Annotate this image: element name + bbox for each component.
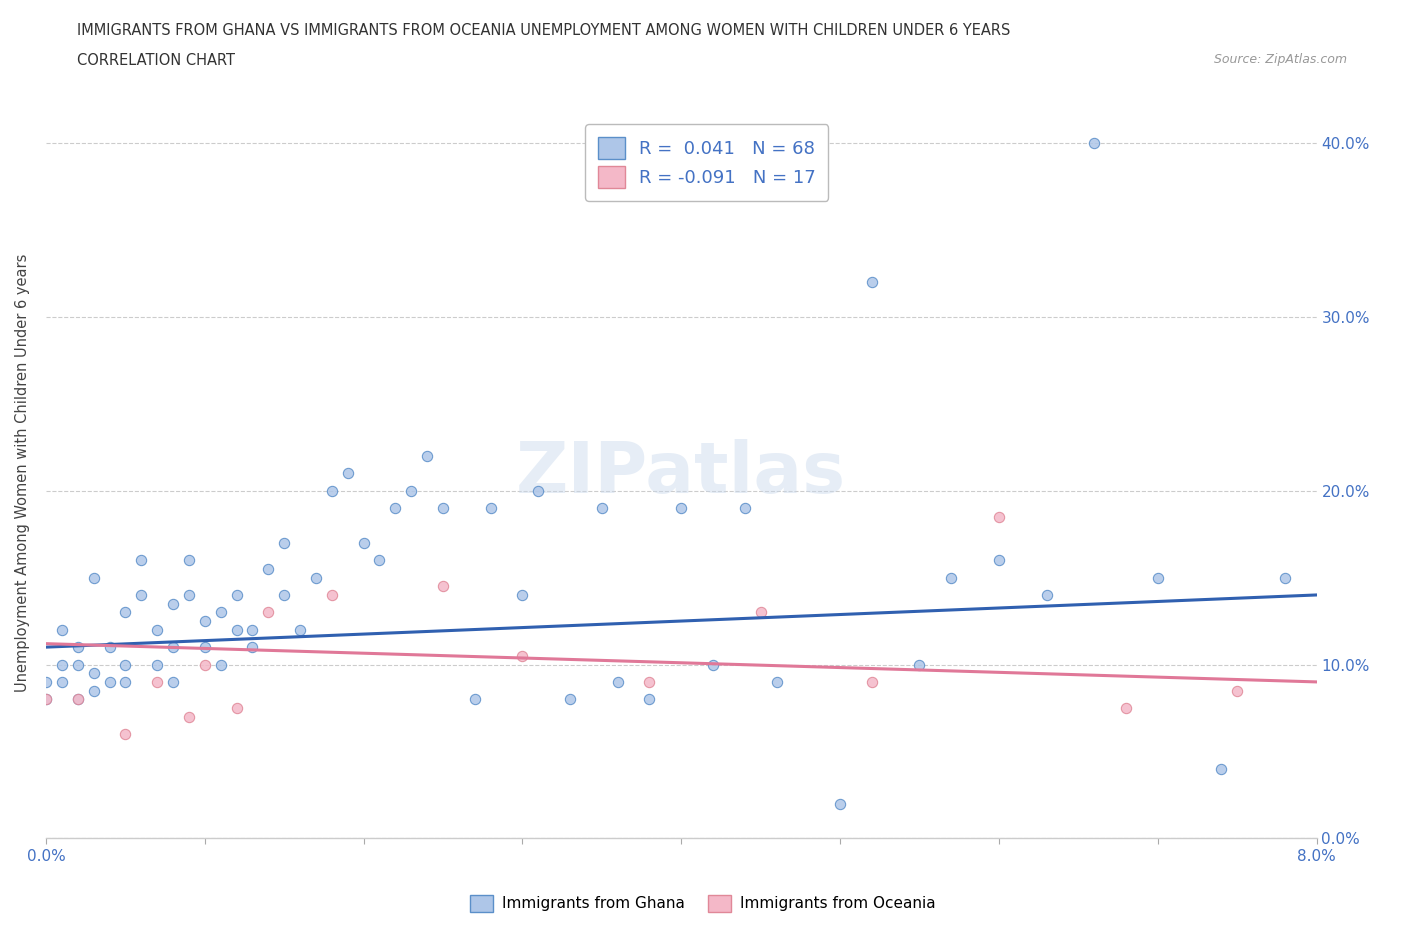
Point (209, 604, 232, 619)
Text: CORRELATION CHART: CORRELATION CHART (77, 53, 235, 68)
Point (98, 674, 121, 689)
Point (671, 500, 693, 515)
Legend: R =  0.041   N = 68, R = -0.091   N = 17: R = 0.041 N = 68, R = -0.091 N = 17 (585, 125, 828, 201)
Point (242, 640, 264, 655)
Point (336, 466, 359, 481)
Point (860, 674, 883, 689)
Point (114, 604, 136, 619)
Point (83, 684, 105, 698)
Point (114, 726, 136, 741)
Point (146, 674, 169, 689)
Point (1211, 762, 1233, 777)
Point (479, 500, 502, 515)
Point (1146, 570, 1168, 585)
Point (51, 622, 73, 637)
Point (98, 640, 121, 655)
Point (941, 570, 963, 585)
Point (273, 536, 295, 551)
Point (177, 710, 200, 724)
Point (987, 552, 1010, 567)
Text: Source: ZipAtlas.com: Source: ZipAtlas.com (1213, 53, 1347, 66)
Point (512, 648, 534, 663)
Point (194, 614, 217, 629)
Point (702, 658, 724, 672)
Point (257, 604, 280, 619)
Point (209, 658, 232, 672)
Point (416, 448, 439, 463)
Point (83, 666, 105, 681)
Point (321, 588, 343, 603)
Point (51, 658, 73, 672)
Point (432, 500, 454, 515)
Point (527, 484, 550, 498)
Point (146, 622, 169, 637)
Point (828, 796, 851, 811)
Point (146, 658, 169, 672)
Text: IMMIGRANTS FROM GHANA VS IMMIGRANTS FROM OCEANIA UNEMPLOYMENT AMONG WOMEN WITH C: IMMIGRANTS FROM GHANA VS IMMIGRANTS FROM… (77, 23, 1011, 38)
Point (225, 700, 247, 715)
Point (114, 658, 136, 672)
Point (591, 500, 613, 515)
Point (66, 658, 89, 672)
Point (35, 674, 58, 689)
Point (368, 552, 391, 567)
Point (1226, 684, 1249, 698)
Point (606, 674, 628, 689)
Point (66, 640, 89, 655)
Point (1035, 588, 1057, 603)
Point (129, 588, 152, 603)
Point (321, 484, 343, 498)
Point (288, 622, 311, 637)
Point (162, 640, 184, 655)
Point (305, 570, 328, 585)
Y-axis label: Unemployment Among Women with Children Under 6 years: Unemployment Among Women with Children U… (15, 254, 30, 693)
Point (273, 588, 295, 603)
Point (353, 536, 375, 551)
Point (512, 588, 534, 603)
Point (749, 604, 772, 619)
Point (257, 562, 280, 577)
Point (83, 570, 105, 585)
Point (860, 274, 883, 289)
Point (242, 622, 264, 637)
Point (114, 674, 136, 689)
Point (129, 552, 152, 567)
Point (558, 692, 581, 707)
Point (432, 578, 454, 593)
Point (51, 674, 73, 689)
Point (638, 692, 661, 707)
Point (734, 500, 756, 515)
Point (765, 674, 787, 689)
Point (66, 692, 89, 707)
Point (162, 596, 184, 611)
Point (35, 692, 58, 707)
Point (177, 552, 200, 567)
Point (908, 658, 931, 672)
Text: ZIPatlas: ZIPatlas (516, 439, 846, 508)
Point (464, 692, 486, 707)
Point (177, 588, 200, 603)
Point (194, 658, 217, 672)
Point (1083, 136, 1105, 151)
Point (638, 674, 661, 689)
Point (1115, 700, 1137, 715)
Point (35, 692, 58, 707)
Point (384, 500, 406, 515)
Legend: Immigrants from Ghana, Immigrants from Oceania: Immigrants from Ghana, Immigrants from O… (464, 889, 942, 918)
Point (194, 640, 217, 655)
Point (401, 484, 423, 498)
Point (987, 510, 1010, 525)
Point (225, 622, 247, 637)
Point (225, 588, 247, 603)
Point (1274, 570, 1296, 585)
Point (162, 674, 184, 689)
Point (66, 692, 89, 707)
